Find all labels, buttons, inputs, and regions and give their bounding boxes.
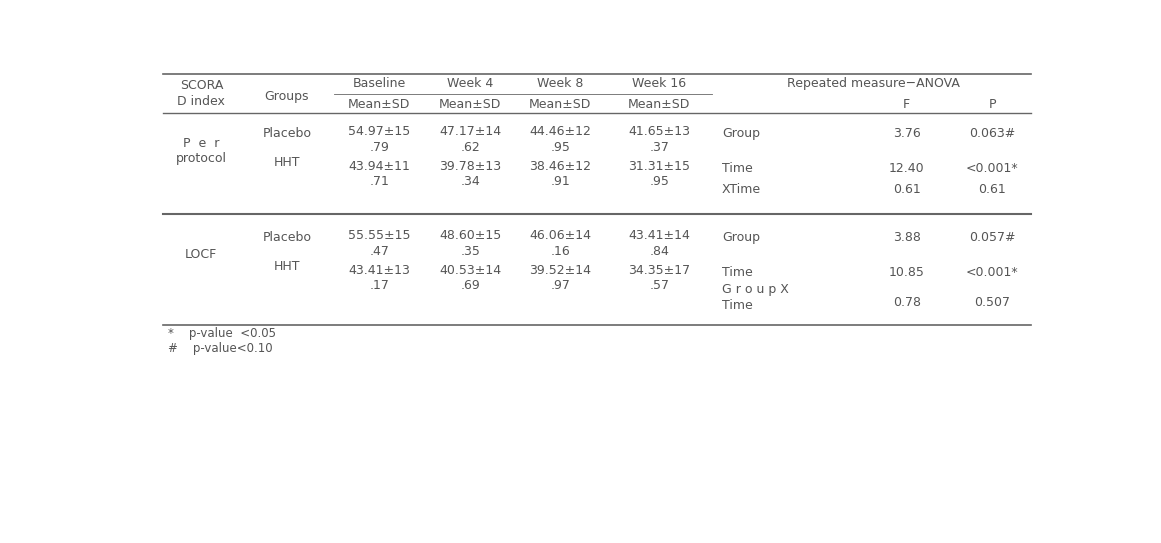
Text: 55.55±15
.47: 55.55±15 .47 — [348, 229, 410, 258]
Text: Groups: Groups — [265, 90, 309, 103]
Text: HHT: HHT — [274, 260, 300, 273]
Text: 0.063#: 0.063# — [969, 127, 1016, 140]
Text: F: F — [903, 98, 910, 111]
Text: 43.41±13
.17: 43.41±13 .17 — [348, 264, 410, 292]
Text: 46.06±14
.16: 46.06±14 .16 — [529, 229, 591, 258]
Text: 0.61: 0.61 — [893, 184, 921, 197]
Text: Placebo: Placebo — [262, 231, 311, 244]
Text: Repeated measure−ANOVA: Repeated measure−ANOVA — [787, 77, 959, 90]
Text: Group: Group — [722, 231, 760, 244]
Text: 39.52±14
.97: 39.52±14 .97 — [529, 264, 591, 292]
Text: 34.35±17
.57: 34.35±17 .57 — [628, 264, 691, 292]
Text: 43.41±14
.84: 43.41±14 .84 — [628, 229, 691, 258]
Text: HHT: HHT — [274, 156, 300, 169]
Text: 41.65±13
.37: 41.65±13 .37 — [628, 125, 691, 154]
Text: Mean±SD: Mean±SD — [348, 98, 410, 111]
Text: Week 16: Week 16 — [633, 77, 686, 90]
Text: Mean±SD: Mean±SD — [439, 98, 502, 111]
Text: 39.78±13
.34: 39.78±13 .34 — [439, 160, 502, 188]
Text: 0.78: 0.78 — [893, 296, 921, 309]
Text: 31.31±15
.95: 31.31±15 .95 — [628, 160, 691, 188]
Text: 48.60±15
.35: 48.60±15 .35 — [439, 229, 502, 258]
Text: 0.507: 0.507 — [974, 296, 1010, 309]
Text: XTime: XTime — [722, 184, 760, 197]
Text: 40.53±14
.69: 40.53±14 .69 — [439, 264, 502, 292]
Text: 3.88: 3.88 — [893, 231, 921, 244]
Text: 38.46±12
.91: 38.46±12 .91 — [529, 160, 591, 188]
Text: Group: Group — [722, 127, 760, 140]
Text: Week 4: Week 4 — [447, 77, 493, 90]
Text: LOCF: LOCF — [186, 249, 217, 262]
Text: 54.97±15
.79: 54.97±15 .79 — [348, 125, 410, 154]
Text: 0.61: 0.61 — [979, 184, 1007, 197]
Text: 0.057#: 0.057# — [969, 231, 1016, 244]
Text: 10.85: 10.85 — [889, 266, 924, 279]
Text: <0.001*: <0.001* — [966, 266, 1018, 279]
Text: P: P — [988, 98, 996, 111]
Text: #    p-value<0.10: # p-value<0.10 — [167, 342, 272, 355]
Text: 12.40: 12.40 — [889, 162, 924, 175]
Text: <0.001*: <0.001* — [966, 162, 1018, 175]
Text: Time: Time — [722, 162, 752, 175]
Text: 44.46±12
.95: 44.46±12 .95 — [529, 125, 591, 154]
Text: Mean±SD: Mean±SD — [628, 98, 691, 111]
Text: *    p-value  <0.05: * p-value <0.05 — [167, 327, 275, 339]
Text: Time: Time — [722, 266, 752, 279]
Text: 43.94±11
.71: 43.94±11 .71 — [348, 160, 410, 188]
Text: Mean±SD: Mean±SD — [529, 98, 592, 111]
Text: Week 8: Week 8 — [538, 77, 584, 90]
Text: Baseline: Baseline — [353, 77, 405, 90]
Text: 47.17±14
.62: 47.17±14 .62 — [439, 125, 502, 154]
Text: Placebo: Placebo — [262, 127, 311, 140]
Text: P  e  r
protocol: P e r protocol — [175, 137, 226, 165]
Text: SCORA
D index: SCORA D index — [178, 79, 225, 108]
Text: G r o u p X
Time: G r o u p X Time — [722, 283, 788, 312]
Text: 3.76: 3.76 — [893, 127, 921, 140]
